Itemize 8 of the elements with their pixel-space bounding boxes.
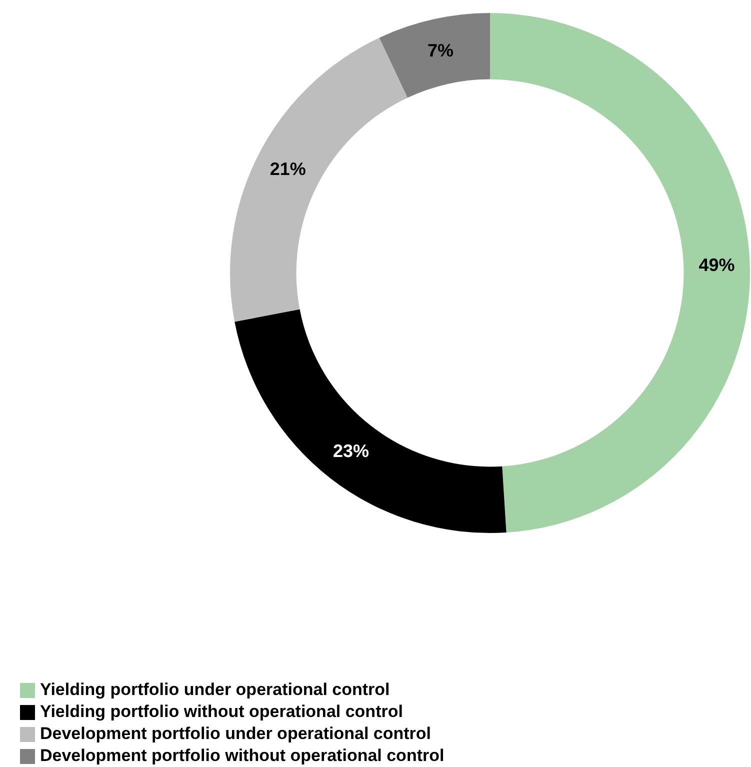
legend-label: Yielding portfolio without operational control (40, 702, 403, 722)
legend-label: Yielding portfolio under operational control (40, 680, 390, 700)
data-label: 21% (270, 158, 306, 179)
legend-label: Development portfolio under operational control (40, 724, 432, 744)
data-label: 49% (698, 254, 735, 275)
data-label: 23% (332, 441, 369, 462)
legend-label: Development portfolio without operational control (40, 746, 444, 766)
data-label: 7% (428, 40, 454, 61)
